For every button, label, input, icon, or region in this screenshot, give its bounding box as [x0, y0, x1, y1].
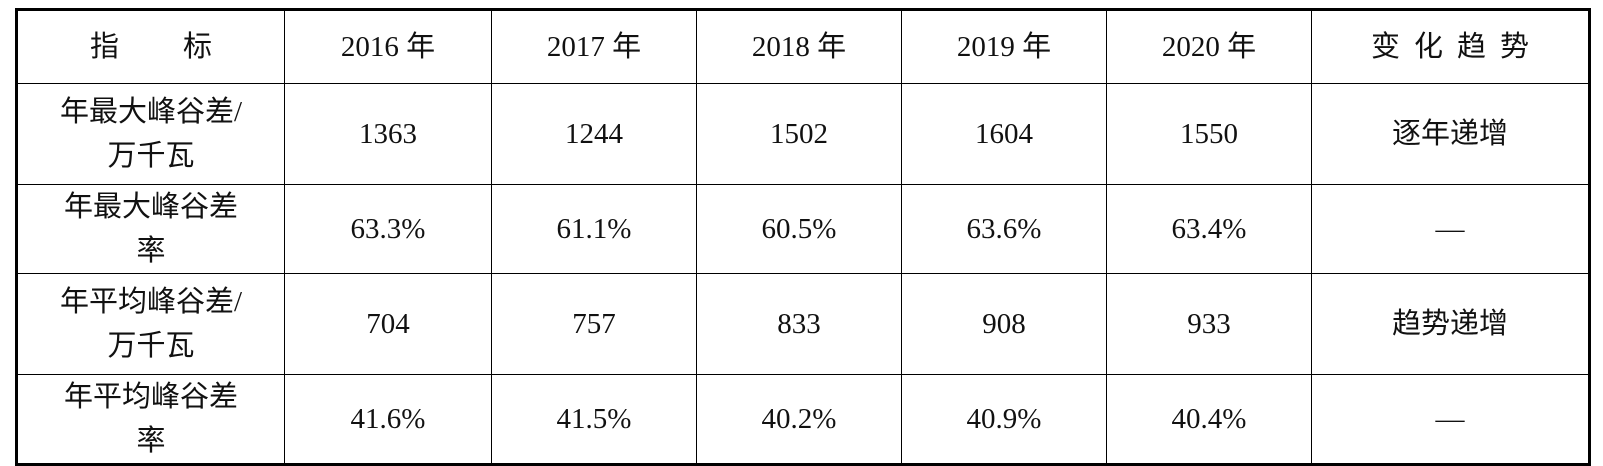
cell: 1502 — [696, 83, 902, 185]
header-cell: 变化趋势 — [1311, 9, 1590, 84]
header-cell: 2018 年 — [696, 9, 902, 84]
cell: 1604 — [901, 83, 1107, 185]
row-label: 年平均峰谷差率 — [16, 374, 285, 465]
header-cell: 2020 年 — [1106, 9, 1312, 84]
row-label-text: 年最大峰谷差/万千瓦 — [59, 96, 243, 172]
cell: 逐年递增 — [1311, 83, 1590, 185]
cell: 704 — [284, 273, 492, 375]
row-label-text: 年最大峰谷差率 — [63, 191, 238, 267]
cell: 41.6% — [284, 374, 492, 465]
cell: 40.4% — [1106, 374, 1312, 465]
cell: 趋势递增 — [1311, 273, 1590, 375]
row-label-text: 年平均峰谷差率 — [63, 381, 238, 457]
cell: 1244 — [491, 83, 697, 185]
table-row: 年平均峰谷差率 41.6% 41.5% 40.2% 40.9% 40.4% — — [16, 374, 1590, 465]
cell: 60.5% — [696, 184, 902, 274]
header-row: 指标 2016 年 2017 年 2018 年 2019 年 2020 年变化趋势 — [16, 9, 1590, 84]
cell: 63.6% — [901, 184, 1107, 274]
table-body: 指标 2016 年 2017 年 2018 年 2019 年 2020 年变化趋势 年最大峰… — [16, 9, 1590, 465]
cell: 61.1% — [491, 184, 697, 274]
cell: 40.2% — [696, 374, 902, 465]
cell: 933 — [1106, 273, 1312, 375]
row-label: 年最大峰谷差率 — [16, 184, 285, 274]
header-cell: 2016 年 — [284, 9, 492, 84]
cell: — — [1311, 184, 1590, 274]
table-row: 年最大峰谷差率 63.3% 61.1% 60.5% 63.6% 63.4% — — [16, 184, 1590, 274]
cell: — — [1311, 374, 1590, 465]
cell: 1363 — [284, 83, 492, 185]
data-table: 指标 2016 年 2017 年 2018 年 2019 年 2020 年变化趋势 年最大峰… — [15, 8, 1591, 466]
row-label-text: 年平均峰谷差/万千瓦 — [59, 286, 243, 362]
cell: 63.3% — [284, 184, 492, 274]
header-cell: 指标 — [16, 9, 285, 84]
page: 指标 2016 年 2017 年 2018 年 2019 年 2020 年变化趋势 年最大峰… — [15, 8, 1591, 466]
cell: 63.4% — [1106, 184, 1312, 274]
table-row: 年平均峰谷差/万千瓦 704 757 833 908 933 趋势递增 — [16, 273, 1590, 375]
cell: 833 — [696, 273, 902, 375]
cell: 1550 — [1106, 83, 1312, 185]
header-cell: 2019 年 — [901, 9, 1107, 84]
cell: 40.9% — [901, 374, 1107, 465]
table-row: 年最大峰谷差/万千瓦 1363 1244 1502 1604 1550 逐年递增 — [16, 83, 1590, 185]
cell: 757 — [491, 273, 697, 375]
cell: 908 — [901, 273, 1107, 375]
header-cell: 2017 年 — [491, 9, 697, 84]
row-label: 年最大峰谷差/万千瓦 — [16, 83, 285, 185]
cell: 41.5% — [491, 374, 697, 465]
row-label: 年平均峰谷差/万千瓦 — [16, 273, 285, 375]
